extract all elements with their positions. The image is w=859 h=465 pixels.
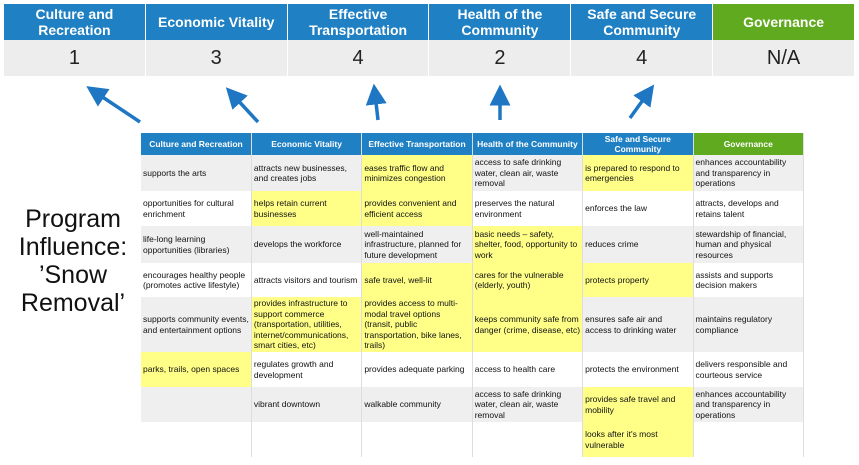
table-cell: safe travel, well-lit — [361, 263, 473, 297]
arrow-icon — [86, 86, 141, 124]
table-cell — [472, 422, 584, 457]
category-score: 3 — [145, 40, 288, 76]
table-cell: provides access to multi-modal travel op… — [361, 297, 473, 352]
table-cell: attracts new businesses, and creates job… — [251, 155, 363, 191]
category-score: 4 — [287, 40, 430, 76]
table-cell: cares for the vulnerable (elderly, youth… — [472, 263, 584, 297]
table-cell: reduces crime — [582, 226, 694, 263]
table-cell: protects property — [582, 263, 694, 297]
table-header: Effective Transportation — [361, 133, 473, 155]
table-cell: supports community events, and entertain… — [141, 297, 252, 352]
table-cell: enhances accountability and transparency… — [693, 155, 805, 191]
table-cell — [141, 422, 252, 457]
table-cell: life-long learning opportunities (librar… — [141, 226, 252, 263]
table-cell: enhances accountability and transparency… — [693, 387, 805, 422]
table-row: parks, trails, open spaces regulates grow… — [141, 352, 805, 387]
table-cell: access to safe drinking water, clean air… — [472, 387, 584, 422]
table-row: opportunities for cultural enrichment hel… — [141, 191, 805, 226]
table-row: encourages healthy people (promotes acti… — [141, 263, 805, 297]
table-cell: supports the arts — [141, 155, 252, 191]
table-header: Economic Vitality — [251, 133, 363, 155]
category-header: Effective Transportation — [287, 4, 430, 40]
table-cell: enforces the law — [582, 191, 694, 226]
table-row: supports community events, and entertain… — [141, 297, 805, 352]
table-cell: attracts, develops and retains talent — [693, 191, 805, 226]
table-cell: provides safe travel and mobility — [582, 387, 694, 422]
category-header: Safe and Secure Community — [571, 4, 714, 40]
arrow-icon — [225, 87, 260, 124]
table-header: Health of the Community — [472, 133, 584, 155]
table-cell: helps retain current businesses — [251, 191, 363, 226]
arrow-icon — [628, 84, 655, 120]
category-header: Economic Vitality — [145, 4, 288, 40]
table-cell: opportunities for cultural enrichment — [141, 191, 252, 226]
table-cell: access to safe drinking water, clean air… — [472, 155, 584, 191]
table-cell: regulates growth and development — [251, 352, 363, 387]
table-header: Safe and Secure Community — [582, 133, 694, 155]
table-cell: basic needs – safety, shelter, food, opp… — [472, 226, 584, 263]
table-cell: keeps community safe from danger (crime,… — [472, 297, 584, 352]
program-influence-label: Program Influence: ’Snow Removal’ — [18, 205, 128, 317]
table-cell: protects the environment — [582, 352, 694, 387]
score-summary: Culture and Recreation Economic Vitality E… — [4, 4, 855, 76]
table-cell: vibrant downtown — [251, 387, 363, 422]
category-header: Culture and Recreation — [4, 4, 146, 40]
table-cell: maintains regulatory compliance — [693, 297, 805, 352]
table-cell: is prepared to respond to emergencies — [582, 155, 694, 191]
table-header: Culture and Recreation — [141, 133, 252, 155]
table-cell: encourages healthy people (promotes acti… — [141, 263, 252, 297]
table-cell: well-maintained infrastructure, planned … — [361, 226, 473, 263]
category-score: N/A — [713, 40, 855, 76]
table-row: supports the arts attracts new businesses… — [141, 155, 805, 191]
criteria-table: Culture and Recreation Economic Vitality E… — [141, 133, 805, 457]
table-row: looks after it's most vulnerable — [141, 422, 805, 457]
category-header: Governance — [713, 4, 855, 40]
category-score: 2 — [429, 40, 572, 76]
table-cell — [251, 422, 363, 457]
table-cell: provides infrastructure to support comme… — [251, 297, 363, 352]
table-cell — [693, 422, 805, 457]
table-header: Governance — [693, 133, 805, 155]
table-cell: attracts visitors and tourism — [251, 263, 363, 297]
table-row: vibrant downtown walkable community access… — [141, 387, 805, 422]
table-cell — [361, 422, 473, 457]
table-cell: assists and supports decision makers — [693, 263, 805, 297]
table-cell: stewardship of financial, human and phys… — [693, 226, 805, 263]
table-cell: develops the workforce — [251, 226, 363, 263]
table-cell: delivers responsible and courteous servi… — [693, 352, 805, 387]
category-header: Health of the Community — [429, 4, 572, 40]
table-cell: ensures safe air and access to drinking … — [582, 297, 694, 352]
table-cell: eases traffic flow and minimizes congest… — [361, 155, 473, 191]
arrow-icon — [365, 83, 387, 121]
table-cell: provides convenient and efficient access — [361, 191, 473, 226]
table-cell: provides adequate parking — [361, 352, 473, 387]
table-cell: preserves the natural environment — [472, 191, 584, 226]
table-cell — [141, 387, 252, 422]
table-cell: parks, trails, open spaces — [141, 352, 252, 387]
table-cell: looks after it's most vulnerable — [582, 422, 694, 457]
table-row: life-long learning opportunities (librar… — [141, 226, 805, 263]
table-cell: walkable community — [361, 387, 473, 422]
table-cell: access to health care — [472, 352, 584, 387]
category-score: 1 — [4, 40, 146, 76]
category-score: 4 — [571, 40, 714, 76]
